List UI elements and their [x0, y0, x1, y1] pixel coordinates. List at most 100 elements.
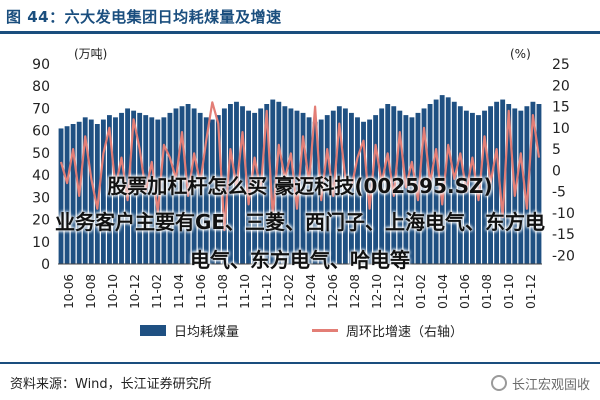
bar — [494, 101, 500, 265]
bar — [500, 99, 506, 264]
right-tick-label: 20 — [552, 78, 570, 94]
right-tick-label: -5 — [552, 185, 566, 201]
bar — [451, 101, 457, 265]
x-tick-label: 12-10 — [370, 274, 384, 309]
bar — [215, 115, 221, 264]
left-tick-label: 10 — [32, 235, 50, 251]
bar — [197, 112, 203, 264]
logo-circle-icon — [490, 375, 507, 391]
left-tick-label: 30 — [32, 190, 50, 206]
bar — [191, 108, 197, 264]
bar — [276, 101, 282, 265]
legend-bar-swatch — [140, 324, 166, 336]
left-tick-label: 60 — [32, 124, 50, 140]
bar — [482, 110, 487, 265]
bar — [167, 112, 173, 264]
x-tick-label: 10-08 — [84, 274, 98, 309]
bar — [518, 110, 524, 265]
bar — [203, 117, 209, 264]
bar — [421, 108, 427, 264]
left-tick-label: 40 — [32, 168, 50, 184]
bar — [355, 117, 360, 264]
x-tick-label: 11-02 — [150, 274, 164, 309]
combo-chart: (万吨) (%)90807060504030201002520151050-5-1… — [32, 47, 575, 309]
x-tick-label: 12-08 — [348, 274, 362, 309]
bar — [409, 117, 415, 264]
bar — [82, 117, 88, 264]
x-tick-label: 01-06 — [458, 274, 472, 309]
left-tick-label: 20 — [32, 213, 50, 229]
bar — [246, 110, 251, 265]
bar — [58, 128, 64, 264]
left-tick-label: 50 — [32, 146, 50, 162]
right-tick-label: -15 — [552, 227, 575, 243]
bar — [240, 106, 245, 264]
bar — [403, 115, 409, 264]
figure-footer: 资料来源：Wind，长江证券研究所 长江宏观固收 — [0, 362, 600, 400]
bar — [113, 117, 118, 264]
right-axis-unit: (%) — [510, 47, 531, 61]
bar — [179, 106, 185, 264]
legend-item-bars: 日均耗煤量 — [140, 320, 239, 340]
bar — [252, 112, 258, 264]
left-tick-label: 0 — [41, 257, 50, 273]
right-tick-label: 25 — [552, 57, 570, 73]
right-tick-label: -20 — [552, 248, 575, 264]
bar — [397, 110, 403, 265]
x-tick-label: 12-12 — [392, 274, 406, 309]
x-tick-label: 01-02 — [414, 274, 428, 309]
bar — [270, 99, 276, 264]
right-tick-label: 10 — [552, 121, 570, 137]
legend-bar-label: 日均耗煤量 — [174, 324, 240, 340]
bar — [373, 115, 379, 264]
x-tick-label: 01-08 — [480, 274, 494, 309]
bar — [100, 119, 106, 264]
x-tick-label: 12-06 — [326, 274, 340, 309]
chart-area: (万吨) (%) 90 80 70 60 50 40 30 20 10 0 25 20 15 10 5 0 -5 -1… — [0, 38, 600, 350]
legend-item-line: 周环比增速（右轴） — [312, 320, 463, 340]
x-tick-label: 11-08 — [216, 274, 230, 309]
bar — [107, 115, 112, 264]
x-tick-label: 10-10 — [106, 274, 120, 309]
bar — [282, 106, 288, 264]
bar — [457, 106, 463, 264]
bar — [294, 110, 300, 265]
bar — [88, 119, 94, 264]
right-tick-label: 5 — [552, 142, 561, 158]
bar — [131, 110, 137, 265]
bar — [312, 121, 318, 265]
x-tick-label: 10-12 — [128, 274, 142, 309]
x-tick-label: 10-06 — [62, 274, 76, 309]
legend-line-label: 周环比增速（右轴） — [346, 324, 464, 340]
bar — [149, 117, 155, 264]
x-tick-label: 01-12 — [524, 274, 538, 309]
figure-title: 图 44：六大发电集团日均耗煤量及增速 — [6, 8, 282, 26]
bar — [161, 117, 167, 264]
x-tick-label: 11-12 — [260, 274, 274, 309]
bar — [367, 119, 372, 264]
bar — [70, 124, 76, 264]
bar — [221, 108, 227, 264]
bar — [264, 104, 270, 264]
bar — [524, 106, 530, 264]
left-axis-unit: (万吨) — [74, 47, 107, 61]
legend: 日均耗煤量 周环比增速（右轴） — [0, 320, 600, 340]
bar — [119, 112, 124, 264]
bar — [64, 126, 70, 264]
left-tick-label: 70 — [32, 101, 50, 117]
bar — [324, 115, 330, 264]
bar — [300, 112, 306, 264]
x-tick-label: 12-04 — [304, 274, 318, 309]
legend-line-swatch — [312, 328, 338, 332]
right-tick-label: 15 — [552, 100, 570, 116]
bar — [385, 104, 391, 264]
publisher-logo: 长江宏观固收 — [490, 372, 590, 394]
x-tick-label: 12-02 — [282, 274, 296, 309]
bar — [530, 101, 536, 265]
bar — [306, 117, 312, 264]
bar — [94, 124, 100, 264]
bar — [470, 112, 475, 264]
x-tick-label: 11-10 — [238, 274, 252, 309]
bar — [361, 121, 366, 265]
bar — [506, 104, 512, 264]
